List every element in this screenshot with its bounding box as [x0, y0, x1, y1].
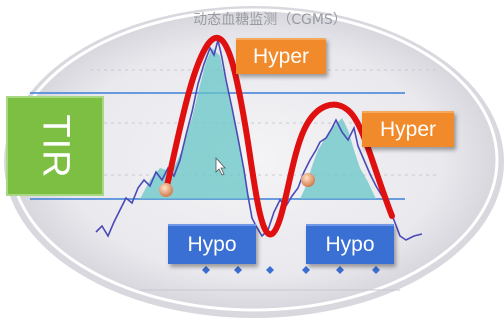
tir-label-box: TIR — [6, 96, 104, 196]
event-diamonds — [202, 266, 380, 274]
chart-title: 动态血糖监测（CGMS） — [193, 12, 347, 28]
hyper-area-1 — [140, 48, 250, 199]
cursor-icon — [215, 156, 226, 176]
hypo-label-1: Hypo — [168, 224, 256, 264]
hyper-label-1: Hyper — [236, 38, 326, 74]
hyper-label-2: Hyper — [362, 111, 454, 147]
cgm-trace — [95, 39, 423, 241]
hyper-area-2 — [300, 118, 376, 199]
trend-marker-left — [159, 183, 173, 197]
tir-label: TIR — [34, 113, 77, 179]
trend-curve — [163, 34, 395, 238]
trend-marker-right — [301, 173, 315, 187]
hypo-label-2: Hypo — [306, 224, 394, 264]
